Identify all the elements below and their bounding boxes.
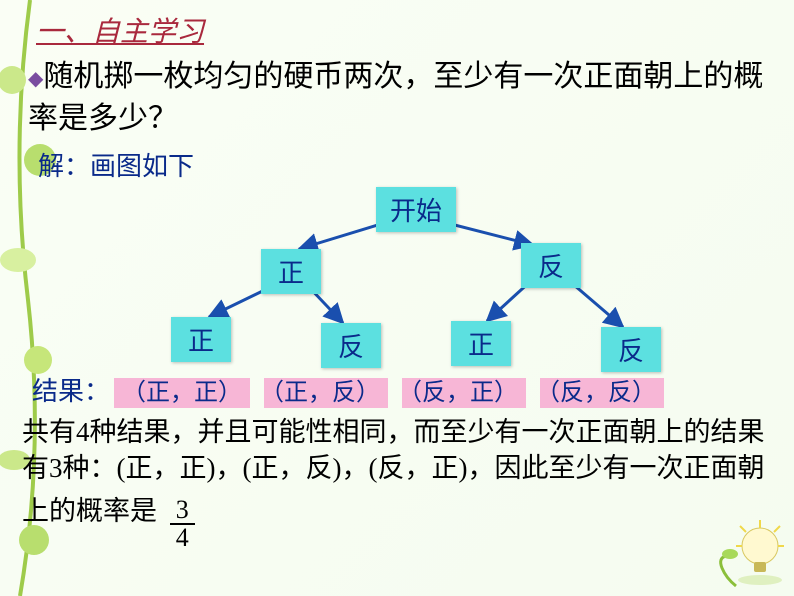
tree-node-l2-0: 正 xyxy=(171,317,231,362)
explanation: 共有4种结果，并且可能性相同，而至少有一次正面朝上的结果有3种：(正，正)，(正… xyxy=(22,414,774,541)
tree-node-l2-1: 反 xyxy=(321,323,381,368)
result-outcome-2: （反，正） xyxy=(402,378,526,408)
tree-node-l1-1: 反 xyxy=(521,243,581,288)
results-label: 结果： xyxy=(32,371,110,408)
result-outcome-3: （反，反） xyxy=(540,378,664,408)
probability-fraction: 3 4 xyxy=(170,497,195,551)
question-text: ◆随机掷一枚均匀的硬币两次，至少有一次正面朝上的概率是多少？ xyxy=(28,56,774,140)
tree-node-l2-2: 正 xyxy=(451,321,511,366)
results-row: 结果： （正，正） （正，反） （反，正） （反，反） xyxy=(32,371,774,408)
tree-node-root: 开始 xyxy=(376,187,456,232)
question-body: 随机掷一枚均匀的硬币两次，至少有一次正面朝上的概率是多少？ xyxy=(28,60,763,135)
tree-diagram: 开始正反正反正反 xyxy=(31,187,771,367)
result-outcome-0: （正，正） xyxy=(114,378,250,408)
section-heading: 一、自主学习 xyxy=(36,10,774,50)
fraction-numerator: 3 xyxy=(170,497,195,525)
solution-label: 解：画图如下 xyxy=(38,146,774,183)
explanation-text: 共有4种结果，并且可能性相同，而至少有一次正面朝上的结果有3种：(正，正)，(正… xyxy=(22,417,765,526)
slide-content: 一、自主学习 ◆随机掷一枚均匀的硬币两次，至少有一次正面朝上的概率是多少？ 解：… xyxy=(0,0,794,541)
bullet-icon: ◆ xyxy=(28,68,43,90)
tree-node-l2-3: 反 xyxy=(601,327,661,372)
tree-node-l1-0: 正 xyxy=(261,249,321,294)
result-outcome-1: （正，反） xyxy=(264,378,388,408)
fraction-denominator: 4 xyxy=(170,525,195,551)
